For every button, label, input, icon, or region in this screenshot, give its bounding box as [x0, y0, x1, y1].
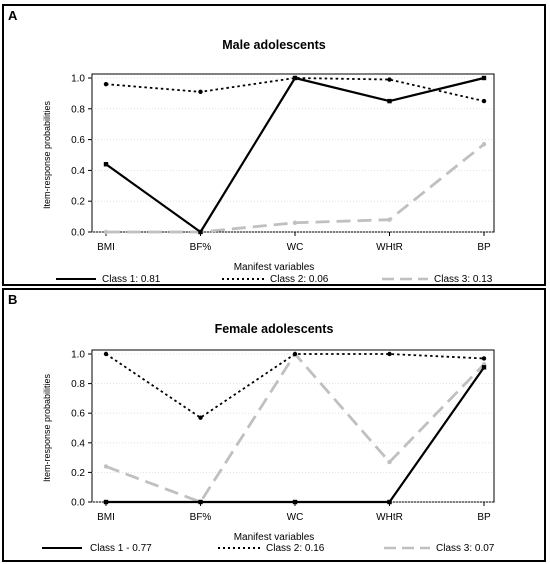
plot-frame [91, 73, 495, 233]
series-line-solid [105, 76, 485, 234]
legend-swatch-dotted [218, 547, 262, 549]
data-point [198, 499, 203, 505]
y-tick-label: 0.0 [71, 498, 85, 509]
x-tick-label: BMI [97, 512, 115, 523]
legend-label: Class 1: 0.81 [102, 274, 161, 285]
legend-swatch-dashed [382, 277, 428, 281]
legend-item-class-1: Class 1: 0.81 [56, 274, 186, 288]
y-tick-label: 0.0 [71, 228, 85, 239]
data-point [292, 499, 298, 505]
y-tick-label: 0.2 [71, 197, 85, 208]
x-tick-label: WC [287, 242, 304, 253]
y-tick-label: 0.6 [71, 135, 85, 146]
plot-frame [91, 349, 495, 503]
panel-label: B [8, 292, 18, 307]
legend-label: Class 2: 0.16 [266, 543, 325, 554]
x-tick-label: WHtR [376, 242, 403, 253]
series-line-solid [106, 366, 485, 504]
data-point [103, 351, 109, 357]
legend-swatch-dotted [222, 278, 266, 280]
y-axis-label: Item-response probabilities [42, 100, 52, 209]
y-tick-label: 0.6 [71, 409, 85, 420]
y-axis-label: Item-response probabilities [42, 373, 52, 482]
legend-swatch-solid [42, 547, 82, 549]
series-line-dotted [105, 77, 485, 102]
data-point [292, 220, 298, 225]
chart-panel-a: 0.0 0.2 0.4 0.6 0.8 1.0 BMI BF% WC WHtR BP Item-res… [2, 4, 546, 286]
legend: Class 1 - 0.77 Class 2: 0.16 Class 3: 0.… [4, 543, 544, 557]
data-point [387, 77, 392, 82]
legend-item-class-2: Class 2: 0.16 [218, 543, 348, 557]
legend-swatch-solid [56, 278, 96, 280]
legend-label: Class 3: 0.13 [434, 274, 493, 285]
data-point [198, 229, 203, 235]
panel-label: A [8, 8, 18, 23]
data-point [198, 415, 203, 420]
legend-label: Class 2: 0.06 [270, 274, 329, 285]
chart-plot-a: 0.0 0.2 0.4 0.6 0.8 1.0 BMI BF% WC WHtR BP Item-res… [42, 73, 495, 253]
data-point [481, 75, 487, 81]
legend-label: Class 3: 0.07 [436, 543, 495, 554]
series-line-dashed [105, 352, 486, 504]
y-tick-label: 0.4 [71, 438, 85, 449]
x-tick-label: BP [477, 512, 491, 523]
x-tick-label: BF% [190, 242, 212, 253]
y-tick-label: 1.0 [71, 350, 85, 361]
chart-title: Male adolescents [222, 38, 326, 52]
y-tick-label: 0.2 [71, 468, 85, 479]
x-axis-label: Manifest variables [233, 262, 315, 273]
chart-panel-b: 0.0 0.2 0.4 0.6 0.8 1.0 BMI BF% WC WHtR BP Item-res… [2, 288, 546, 562]
data-point [103, 229, 109, 235]
y-tick-label: 0.8 [71, 104, 85, 115]
legend-item-class-3: Class 3: 0.13 [382, 274, 522, 288]
data-point [103, 464, 109, 469]
data-point [387, 459, 392, 465]
data-point [387, 98, 392, 104]
legend: Class 1: 0.81 Class 2: 0.06 Class 3: 0.1… [4, 274, 544, 288]
y-tick-label: 1.0 [71, 74, 85, 85]
legend-item-class-3: Class 3: 0.07 [384, 543, 524, 557]
data-point [103, 162, 109, 167]
x-axis-label: Manifest variables [233, 532, 315, 543]
series-line-dotted [105, 353, 485, 419]
y-tick-label: 0.8 [71, 379, 85, 390]
chart-plot-b: 0.0 0.2 0.4 0.6 0.8 1.0 BMI BF% WC WHtR BP Item-res… [42, 349, 495, 523]
data-point [481, 356, 487, 361]
legend-item-class-1: Class 1 - 0.77 [42, 543, 192, 557]
x-tick-label: WC [287, 512, 304, 523]
x-tick-label: BMI [97, 242, 115, 253]
data-point [292, 351, 298, 357]
legend-swatch-dashed [384, 546, 430, 550]
data-point [103, 499, 109, 505]
legend-item-class-2: Class 2: 0.06 [222, 274, 352, 288]
x-tick-label: WHtR [376, 512, 403, 523]
data-point [387, 499, 392, 505]
x-tick-label: BF% [190, 512, 212, 523]
chart-title: Female adolescents [214, 322, 334, 336]
data-point [481, 365, 487, 370]
data-point [103, 81, 109, 87]
x-tick-label: BP [477, 242, 491, 253]
data-point [387, 217, 392, 222]
legend-label: Class 1 - 0.77 [90, 543, 152, 554]
data-point [292, 75, 298, 81]
data-point [387, 351, 392, 357]
data-point [481, 142, 487, 147]
data-point [198, 89, 203, 95]
series-line-dashed [106, 143, 485, 234]
y-tick-label: 0.4 [71, 166, 85, 177]
data-point [481, 98, 487, 104]
